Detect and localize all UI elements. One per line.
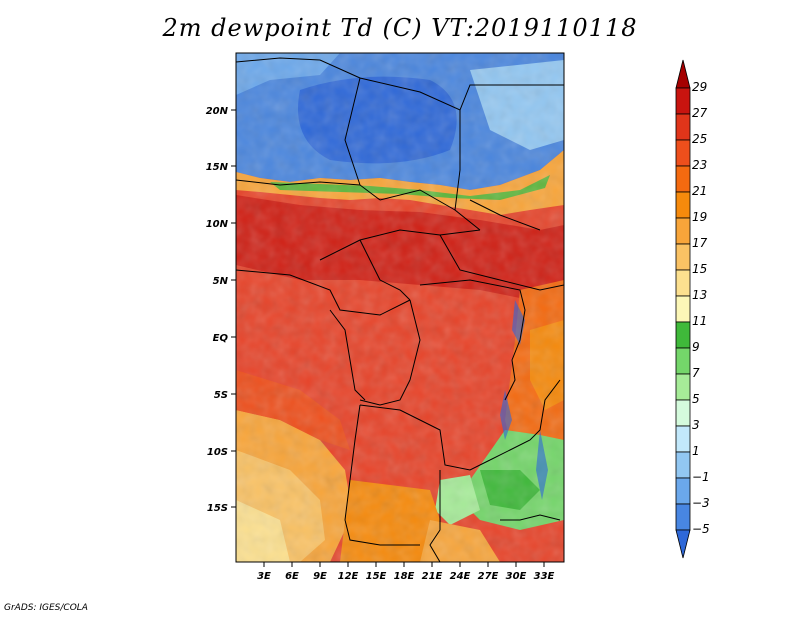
lon-label-21e: 21E bbox=[422, 571, 443, 582]
lat-label-5n: 5N bbox=[213, 276, 229, 287]
lat-label-10n: 10N bbox=[206, 219, 229, 230]
colorbar-segment bbox=[675, 165, 691, 193]
colorbar bbox=[675, 59, 691, 559]
colorbar-segment bbox=[675, 139, 691, 167]
colorbar-segment bbox=[675, 503, 691, 531]
colorbar-label: −1 bbox=[692, 470, 710, 484]
colorbar-segment bbox=[675, 295, 691, 323]
colorbar-label: 3 bbox=[692, 418, 700, 432]
colorbar-label: 23 bbox=[692, 158, 707, 172]
map-title: 2m dewpoint Td (C) VT:2019110118 bbox=[162, 14, 638, 42]
lat-label-20n: 20N bbox=[206, 106, 229, 117]
lat-label-5s: 5S bbox=[214, 390, 228, 401]
colorbar-segment bbox=[675, 477, 691, 505]
colorbar-segment bbox=[675, 191, 691, 219]
lon-label-30e: 30E bbox=[506, 571, 527, 582]
colorbar-label: 7 bbox=[692, 366, 700, 380]
colorbar-segment bbox=[675, 451, 691, 479]
lon-label-12e: 12E bbox=[338, 571, 359, 582]
colorbar-segment bbox=[675, 269, 691, 297]
colorbar-segment bbox=[675, 217, 691, 245]
colorbar-segment bbox=[675, 347, 691, 375]
colorbar-segment bbox=[675, 399, 691, 427]
lon-label-24e: 24E bbox=[450, 571, 471, 582]
colorbar-label: 1 bbox=[692, 444, 700, 458]
map-frame bbox=[235, 52, 565, 563]
colorbar-label: 21 bbox=[692, 184, 707, 198]
colorbar-label: 19 bbox=[692, 210, 707, 224]
colorbar-segment bbox=[675, 243, 691, 271]
colorbar-label: −3 bbox=[692, 496, 710, 510]
lon-label-33e: 33E bbox=[534, 571, 555, 582]
longitude-axis: 3E 6E 9E 12E 15E 18E 21E 24E 27E 30E 33E bbox=[257, 562, 555, 582]
colorbar-label: 5 bbox=[692, 392, 700, 406]
colorbar-segment bbox=[675, 373, 691, 401]
dewpoint-field bbox=[236, 53, 564, 562]
colorbar-label: 13 bbox=[692, 288, 707, 302]
colorbar-label: 11 bbox=[692, 314, 707, 328]
lat-label-15s: 15S bbox=[207, 503, 228, 514]
colorbar-label: 27 bbox=[692, 106, 708, 120]
lat-label-10s: 10S bbox=[207, 447, 228, 458]
lon-label-3e: 3E bbox=[257, 571, 271, 582]
colorbar-label: 15 bbox=[692, 262, 707, 276]
lon-label-27e: 27E bbox=[478, 571, 499, 582]
lon-label-18e: 18E bbox=[394, 571, 415, 582]
colorbar-segment bbox=[675, 87, 691, 115]
colorbar-bottom-arrow bbox=[675, 529, 691, 559]
colorbar-segment bbox=[675, 425, 691, 453]
colorbar-label: 9 bbox=[692, 340, 700, 354]
colorbar-label: 17 bbox=[692, 236, 708, 250]
colorbar-labels: 29 27 25 23 21 19 17 15 13 11 9 7 5 3 1 … bbox=[692, 80, 710, 536]
grads-credit: GrADS: IGES/COLA bbox=[4, 603, 88, 613]
latitude-axis: 20N 15N 10N 5N EQ 5S 10S 15S bbox=[206, 106, 236, 514]
country-borders bbox=[236, 57, 564, 562]
lat-label-15n: 15N bbox=[206, 162, 229, 173]
colorbar-segment bbox=[675, 321, 691, 349]
lon-label-15e: 15E bbox=[366, 571, 387, 582]
lon-label-6e: 6E bbox=[285, 571, 299, 582]
colorbar-label: −5 bbox=[692, 522, 710, 536]
colorbar-label: 25 bbox=[692, 132, 707, 146]
lon-label-9e: 9E bbox=[313, 571, 327, 582]
colorbar-segment bbox=[675, 113, 691, 141]
colorbar-label: 29 bbox=[692, 80, 707, 94]
lat-label-eq: EQ bbox=[213, 333, 229, 344]
colorbar-top-arrow bbox=[675, 59, 691, 89]
